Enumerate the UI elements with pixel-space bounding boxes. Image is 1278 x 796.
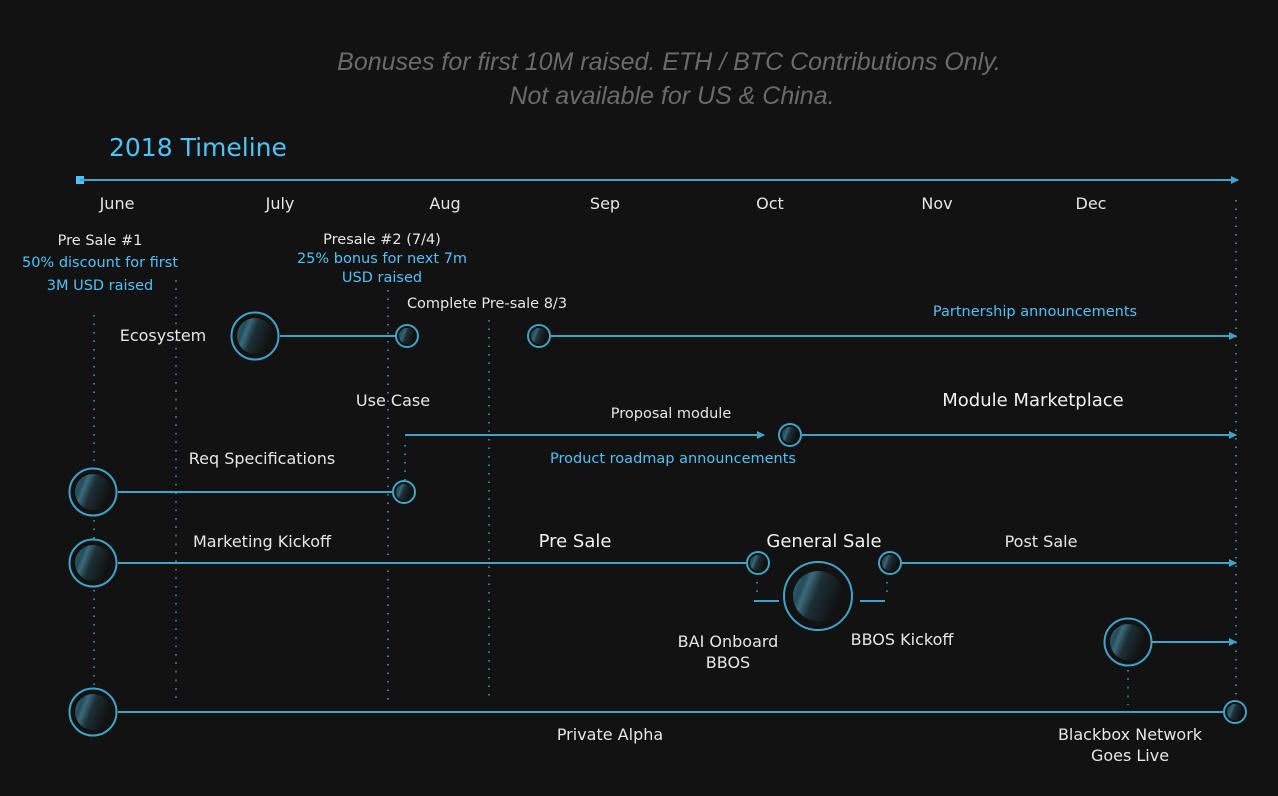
- node-general-sale: [783, 561, 853, 631]
- month-label: Sep: [590, 194, 620, 213]
- complete-presale-label: Complete Pre-sale 8/3: [407, 296, 567, 312]
- node-small: [1223, 700, 1247, 724]
- node-small: [395, 324, 419, 348]
- product-roadmap-label: Product roadmap announcements: [550, 451, 796, 467]
- use-case-label: Use Case: [356, 391, 430, 410]
- node-small: [392, 480, 416, 504]
- network-live-label-2: Goes Live: [1091, 746, 1169, 765]
- bai-onboard-label-1: BAI Onboard: [678, 632, 779, 651]
- presale2-line1: 25% bonus for next 7m: [297, 251, 467, 267]
- presale1-title: Pre Sale #1: [58, 233, 143, 249]
- node-small: [746, 551, 770, 575]
- month-label: Dec: [1076, 194, 1107, 213]
- connector-lines: [118, 332, 1237, 713]
- pre-sale-label: Pre Sale: [539, 531, 612, 552]
- node-small: [878, 551, 902, 575]
- month-label: Aug: [429, 194, 460, 213]
- private-alpha-label: Private Alpha: [557, 725, 663, 744]
- module-marketplace-label: Module Marketplace: [942, 390, 1123, 411]
- presale2-line2: USD raised: [342, 270, 422, 286]
- node-large: [68, 467, 118, 517]
- presale1-line2: 3M USD raised: [47, 278, 154, 294]
- node-large: [68, 538, 118, 588]
- page-title: 2018 Timeline: [109, 133, 287, 162]
- post-sale-label: Post Sale: [1005, 532, 1078, 551]
- header-line-1: Bonuses for first 10M raised. ETH / BTC …: [337, 48, 1001, 76]
- node-small: [527, 324, 551, 348]
- presale1-line1: 50% discount for first: [22, 255, 178, 271]
- node-small: [778, 423, 802, 447]
- bai-onboard-label-2: BBOS: [706, 653, 750, 672]
- req-specs-label: Req Specifications: [189, 449, 336, 468]
- month-label: Oct: [756, 194, 784, 213]
- presale2-title: Presale #2 (7/4): [323, 232, 441, 248]
- network-live-label-1: Blackbox Network: [1058, 725, 1203, 744]
- ecosystem-label: Ecosystem: [120, 326, 207, 345]
- general-sale-label: General Sale: [766, 531, 881, 552]
- node-large: [1103, 617, 1153, 667]
- dotted-guides: [93, 200, 1237, 705]
- marketing-kickoff-label: Marketing Kickoff: [193, 532, 332, 551]
- partnership-label: Partnership announcements: [933, 304, 1137, 320]
- header-line-2: Not available for US & China.: [509, 82, 834, 110]
- month-label: July: [265, 194, 295, 213]
- node-large: [230, 311, 280, 361]
- bbos-kickoff-label: BBOS Kickoff: [851, 630, 955, 649]
- milestone-nodes: [68, 311, 1247, 737]
- month-label: Nov: [921, 194, 952, 213]
- node-large: [68, 687, 118, 737]
- month-label: June: [99, 194, 135, 213]
- proposal-module-label: Proposal module: [611, 406, 732, 422]
